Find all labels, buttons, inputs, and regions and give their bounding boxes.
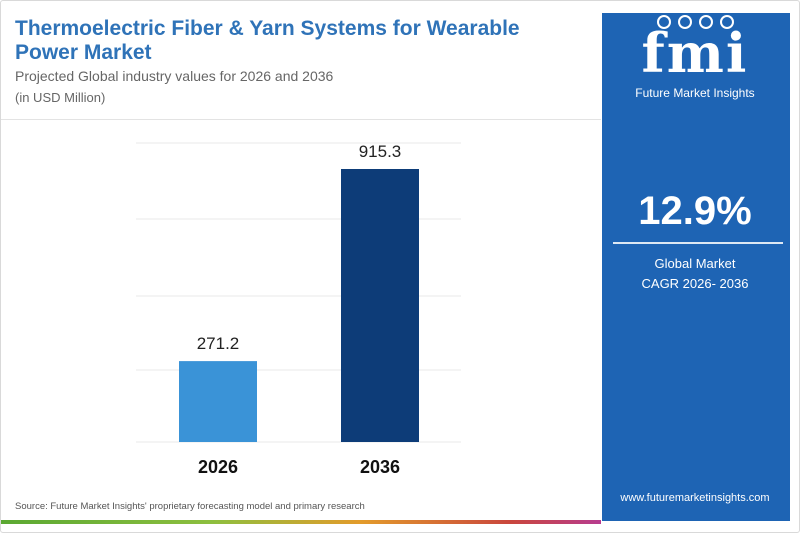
unit-label: (in USD Million) [15, 90, 106, 105]
accent-stripe [1, 520, 601, 524]
value-label-2036: 915.3 [359, 142, 402, 161]
cagr-label-line-2: CAGR 2026- 2036 [641, 276, 749, 291]
sidebar-divider [613, 242, 783, 244]
x-tick-label-2036: 2036 [360, 457, 400, 477]
logo-icons [605, 15, 785, 33]
fmi-logo: fmi [641, 21, 749, 85]
value-label-2026: 271.2 [197, 334, 240, 353]
website-link[interactable]: www.futuremarketinsights.com [620, 492, 770, 504]
cagr-value: 12.9% [638, 189, 752, 233]
logo-circle-icon [677, 15, 692, 29]
chart-title: Thermoelectric Fiber & Yarn Systems for … [15, 17, 520, 64]
logo-circle-icon [656, 15, 671, 29]
logo-circle-icon [719, 15, 734, 29]
source-note: Source: Future Market Insights' propriet… [15, 501, 365, 512]
x-tick-label-2026: 2026 [198, 457, 238, 477]
bar-2036 [341, 169, 419, 442]
logo-company-name: Future Market Insights [635, 86, 755, 100]
cagr-label: Global Market CAGR 2026- 2036 [605, 254, 785, 294]
bar-chart: 271.2 2026 915.3 2036 [1, 1, 601, 532]
logo-circle-icon [698, 15, 713, 29]
bar-chart-svg: 271.2 2026 915.3 2036 [136, 142, 461, 477]
chart-subtitle: Projected Global industry values for 202… [15, 68, 334, 84]
cagr-label-line-1: Global Market [654, 256, 736, 271]
header-divider [1, 119, 601, 120]
sidebar-panel [602, 13, 790, 521]
bar-2026 [179, 361, 257, 442]
